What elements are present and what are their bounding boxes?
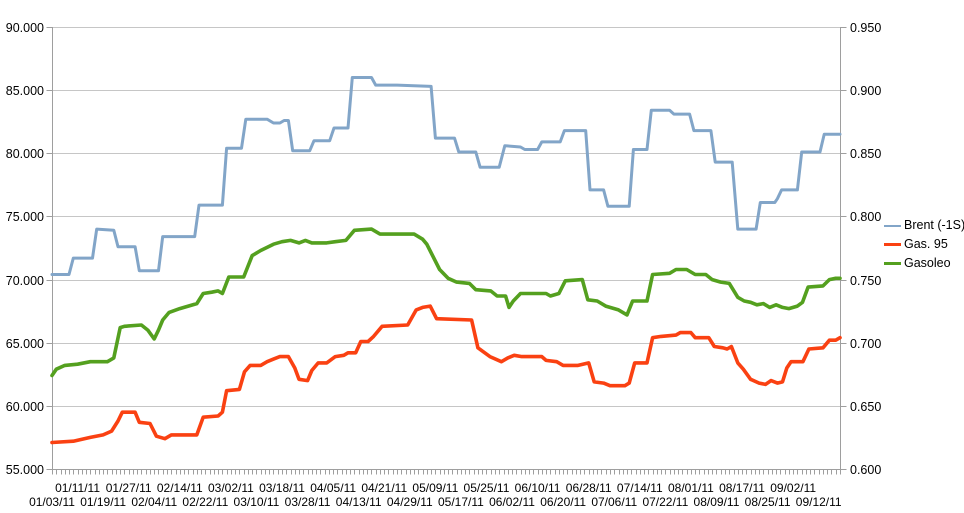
x-axis-tick-label-row2: 04/29/11 [387, 495, 433, 509]
x-axis-tick-label-row1: 05/09/11 [412, 481, 458, 495]
legend-label-gas95: Gas. 95 [904, 237, 948, 251]
y-axis-right-tick-label: 0.850 [850, 147, 881, 161]
x-axis-tick-label-row1: 08/17/11 [719, 481, 765, 495]
legend-label-gasoleo: Gasoleo [904, 256, 951, 270]
series-line-gasoleo [50, 227, 842, 378]
x-axis-tick-label-row2: 06/02/11 [489, 495, 535, 509]
x-axis-tick-label-row1: 03/02/11 [208, 481, 254, 495]
x-axis-tick-label-row1: 01/11/11 [55, 481, 100, 495]
y-axis-right-tick-label: 0.950 [850, 21, 881, 35]
legend-label-brent: Brent (-1S) [904, 218, 964, 232]
x-axis-tick-label-row1: 02/14/11 [157, 481, 203, 495]
x-axis-tick-label-row1: 04/21/11 [361, 481, 407, 495]
y-axis-left-tick-label: 80.000 [6, 147, 44, 161]
y-axis-right-tick-label: 0.650 [850, 400, 881, 414]
x-axis-tick-label-row1: 06/28/11 [566, 481, 612, 495]
x-axis-tick-label-row2: 09/12/11 [796, 495, 842, 509]
x-axis-tick-label-row1: 06/10/11 [515, 481, 561, 495]
x-axis-tick-label-row1: 09/02/11 [770, 481, 816, 495]
y-axis-left-tick-label: 60.000 [6, 400, 44, 414]
y-axis-right-tick-label: 0.800 [850, 210, 881, 224]
x-axis-tick-label-row2: 03/10/11 [234, 495, 280, 509]
x-axis-tick-label-row2: 01/19/11 [80, 495, 126, 509]
x-axis-tick-label-row2: 03/28/11 [285, 495, 331, 509]
x-axis-tick-label-row1: 01/27/11 [106, 481, 152, 495]
y-axis-left-tick-label: 65.000 [6, 337, 44, 351]
x-axis-tick-label-row1: 05/25/11 [464, 481, 510, 495]
legend-item-gasoleo: Gasoleo [884, 256, 964, 271]
x-axis-tick-label-row2: 07/22/11 [642, 495, 688, 509]
x-axis-tick-label-row2: 06/20/11 [540, 495, 586, 509]
legend-line-gasoleo-icon [884, 262, 901, 265]
y-axis-right-tick-label: 0.600 [850, 463, 881, 477]
x-axis-tick-label-row1: 07/14/11 [617, 481, 663, 495]
x-axis-tick-label-row2: 08/25/11 [745, 495, 791, 509]
x-axis-tick-label-row1: 03/18/11 [259, 481, 305, 495]
y-axis-left-tick-label: 90.000 [6, 21, 44, 35]
legend-line-brent-icon [884, 224, 901, 227]
series-line-gas95 [50, 304, 842, 445]
y-axis-right-tick-label: 0.750 [850, 274, 881, 288]
legend-item-brent: Brent (-1S) [884, 218, 964, 233]
x-axis-tick-label-row2: 04/13/11 [336, 495, 382, 509]
legend-line-gas95-icon [884, 243, 901, 246]
x-axis-tick-label-row2: 05/17/11 [438, 495, 484, 509]
y-axis-right-tick-label: 0.900 [850, 84, 881, 98]
y-axis-left-tick-label: 55.000 [6, 463, 44, 477]
series-line-brent [50, 76, 842, 276]
x-axis-tick-label-row2: 02/04/11 [131, 495, 177, 509]
legend: Brent (-1S) Gas. 95 Gasoleo [884, 218, 964, 271]
x-axis-tick-label-row1: 04/05/11 [310, 481, 356, 495]
y-axis-left-tick-label: 85.000 [6, 84, 44, 98]
y-axis-right-tick-label: 0.700 [850, 337, 881, 351]
legend-item-gas95: Gas. 95 [884, 237, 964, 252]
x-axis-tick-label-row2: 01/03/11 [29, 495, 75, 509]
x-axis-tick-label-row2: 07/06/11 [591, 495, 637, 509]
x-axis-tick-label-row2: 02/22/11 [182, 495, 228, 509]
y-axis-left-tick-label: 70.000 [6, 274, 44, 288]
y-axis-left-tick-label: 75.000 [6, 210, 44, 224]
x-axis-tick-label-row2: 08/09/11 [694, 495, 740, 509]
x-axis-tick-label-row1: 08/01/11 [668, 481, 714, 495]
